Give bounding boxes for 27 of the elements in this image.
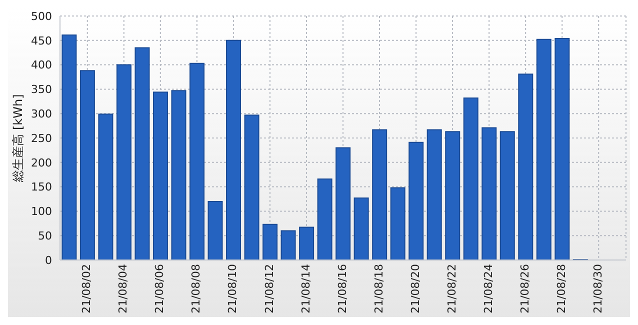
y-tick-label: 400 <box>31 58 52 72</box>
y-tick-label: 200 <box>31 156 52 170</box>
x-tick-label: 21/08/24 <box>482 264 495 314</box>
x-tick-label: 21/08/26 <box>518 264 532 314</box>
x-tick-label: 21/08/28 <box>554 264 568 314</box>
x-tick-label: 21/08/08 <box>190 264 203 314</box>
y-tick-label: 350 <box>31 83 52 96</box>
x-tick-label: 21/08/10 <box>226 264 240 314</box>
x-tick-label: 21/08/20 <box>408 264 422 314</box>
y-axis-title: 総生産高 [kWh] <box>10 93 26 184</box>
x-tick-label: 21/08/14 <box>299 264 312 314</box>
x-tick-label: 21/08/16 <box>336 264 349 314</box>
y-tick-label: 500 <box>31 10 52 23</box>
y-tick-label: 0 <box>45 254 52 267</box>
y-tick-label: 100 <box>31 205 52 218</box>
x-tick-label: 21/08/18 <box>372 264 386 314</box>
x-tick-label: 21/08/12 <box>262 264 276 314</box>
y-tick-label: 450 <box>31 34 52 48</box>
x-tick-label: 21/08/22 <box>445 264 458 314</box>
x-tick-label: 21/08/02 <box>80 264 94 314</box>
x-tick-label: 21/08/04 <box>116 264 130 314</box>
x-tick-label: 21/08/06 <box>153 264 166 314</box>
y-tick-label: 50 <box>38 230 52 243</box>
x-tick-label: 21/08/30 <box>591 264 604 314</box>
y-tick-label: 300 <box>31 108 52 121</box>
y-tick-label: 250 <box>31 132 52 145</box>
y-tick-label: 150 <box>31 180 52 194</box>
